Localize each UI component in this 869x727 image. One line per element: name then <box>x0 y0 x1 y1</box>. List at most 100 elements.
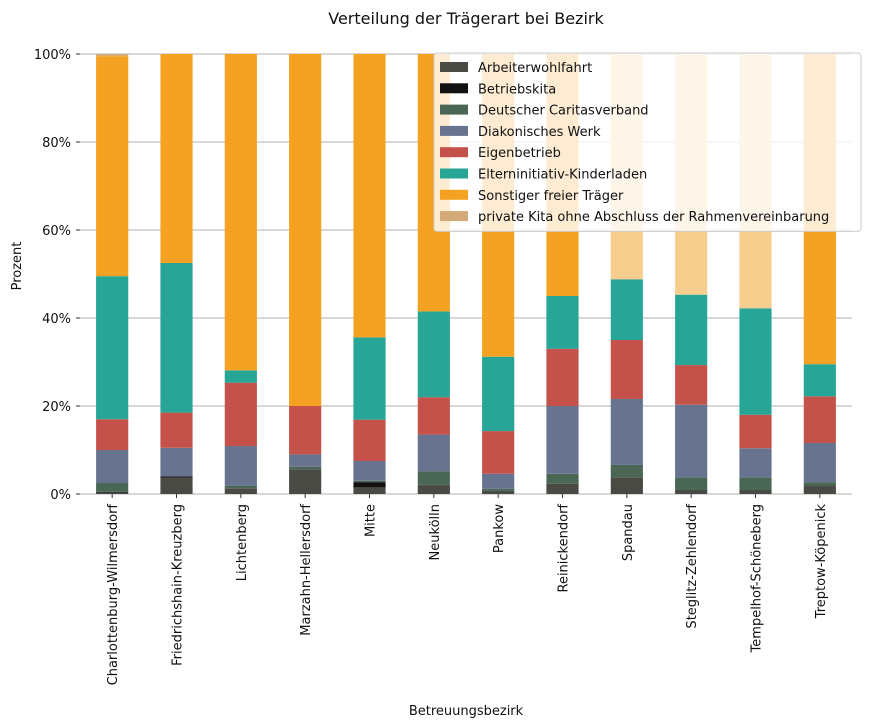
legend-label: Betriebskita <box>478 82 556 97</box>
bar-segment <box>289 469 322 494</box>
bar-segment <box>803 486 836 494</box>
legend-label: Eigenbetrieb <box>478 146 561 161</box>
bar-segment <box>610 464 643 478</box>
bar-segment <box>96 419 129 450</box>
bar-segment <box>353 482 386 488</box>
bar-segment <box>482 490 515 494</box>
legend-label: Diakonisches Werk <box>478 125 601 140</box>
bar-segment <box>353 54 386 338</box>
bar-segment <box>289 466 322 470</box>
x-tick-label: Reinickendorf <box>557 504 572 593</box>
legend-swatch <box>440 83 468 94</box>
bar-segment <box>160 54 193 263</box>
bar-segment <box>96 483 129 492</box>
y-tick-label: 40% <box>42 312 71 327</box>
bar-segment <box>96 56 129 277</box>
bar-segment <box>610 398 643 465</box>
bar-segment <box>675 365 708 405</box>
bar-segment <box>417 434 450 472</box>
legend-label: Sonstiger freier Träger <box>478 189 624 204</box>
bar-segment <box>546 406 579 474</box>
x-tick-label: Steglitz-Zehlendorf <box>685 504 700 629</box>
bar-segment <box>417 397 450 435</box>
legend-label: Elterninitiativ-Kinderladen <box>478 168 647 183</box>
x-tick-label: Charlottenburg-Wilmersdorf <box>106 504 121 686</box>
legend-swatch <box>440 125 468 136</box>
bar-segment <box>96 450 129 483</box>
x-axis-label: Betreuungsbezirk <box>409 704 524 719</box>
bar-segment <box>482 431 515 474</box>
bar-segment <box>160 476 193 478</box>
y-axis-label: Prozent <box>10 242 25 291</box>
x-tick-label: Treptow-Köpenick <box>814 504 829 620</box>
x-tick-label: Pankow <box>492 504 507 553</box>
y-tick-label: 60% <box>42 224 71 239</box>
y-tick-label: 20% <box>42 400 71 415</box>
bar-segment <box>417 311 450 398</box>
legend-label: private Kita ohne Abschluss der Rahmenve… <box>478 210 829 225</box>
bar-segment <box>739 490 772 494</box>
bar-segment <box>610 279 643 340</box>
bar-segment <box>482 473 515 489</box>
x-tick-label: Lichtenberg <box>235 504 250 581</box>
x-axis-ticks: Charlottenburg-Wilmersdorf Friedrichshain… <box>106 494 829 685</box>
legend-swatch <box>440 62 468 72</box>
legend-label: Deutscher Caritasverband <box>478 104 649 119</box>
bar-segment <box>224 488 257 494</box>
y-tick-label: 100% <box>34 48 71 63</box>
bar-segment <box>353 487 386 494</box>
bar-segment <box>675 490 708 494</box>
bar-segment <box>417 471 450 485</box>
bar-segment <box>289 454 322 467</box>
bar-segment <box>289 406 322 455</box>
legend-swatch <box>440 104 468 115</box>
bar-segment <box>739 448 772 478</box>
bar-segment <box>289 54 322 406</box>
bar-segment <box>160 447 193 477</box>
bar-segment <box>224 485 257 489</box>
bar-segment <box>160 412 193 448</box>
bar-segment <box>96 276 129 420</box>
x-tick-label: Marzahn-Hellersdorf <box>299 504 314 636</box>
bar-segment <box>224 370 257 383</box>
bar-segment <box>160 477 193 494</box>
bar-segment <box>482 488 515 491</box>
bar-segment <box>482 356 515 432</box>
x-tick-label: Friedrichshain-Kreuzberg <box>171 504 186 666</box>
bar-segment <box>224 446 257 486</box>
legend-swatch <box>440 147 468 158</box>
bar-segment <box>353 461 386 481</box>
x-tick-label: Mitte <box>364 504 379 537</box>
legend-swatch <box>440 189 468 200</box>
bar-segment <box>675 294 708 366</box>
bar-segment <box>417 485 450 494</box>
bar-segment <box>353 419 386 461</box>
bar-segment <box>610 477 643 494</box>
bar-segment <box>610 340 643 399</box>
chart-title: Verteilung der Trägerart bei Bezirk <box>328 9 604 28</box>
legend-label: Arbeiterwohlfahrt <box>478 61 592 76</box>
legend-box <box>433 52 862 232</box>
bar-segment <box>803 442 836 483</box>
legend: Arbeiterwohlfahrt Betriebskita Deutscher C… <box>433 52 862 232</box>
bar-segment <box>675 477 708 491</box>
bar-segment <box>803 482 836 486</box>
bar-segment <box>546 473 579 484</box>
x-tick-label: Neukölln <box>428 504 443 560</box>
legend-swatch <box>440 211 468 222</box>
x-tick-label: Spandau <box>621 504 636 561</box>
bar-segment <box>803 396 836 443</box>
bar-segment <box>739 414 772 449</box>
bar-segment <box>96 492 129 494</box>
bar-segment <box>546 348 579 406</box>
bar-segment <box>803 364 836 397</box>
y-axis-ticks: 0% 20% 40% 60% 80% 100% <box>34 48 80 503</box>
bar-segment <box>353 480 386 483</box>
bar-segment <box>96 491 129 493</box>
bar-segment <box>160 263 193 413</box>
bar-segment <box>546 296 579 349</box>
y-tick-label: 0% <box>50 488 71 503</box>
bar-segment <box>739 308 772 415</box>
